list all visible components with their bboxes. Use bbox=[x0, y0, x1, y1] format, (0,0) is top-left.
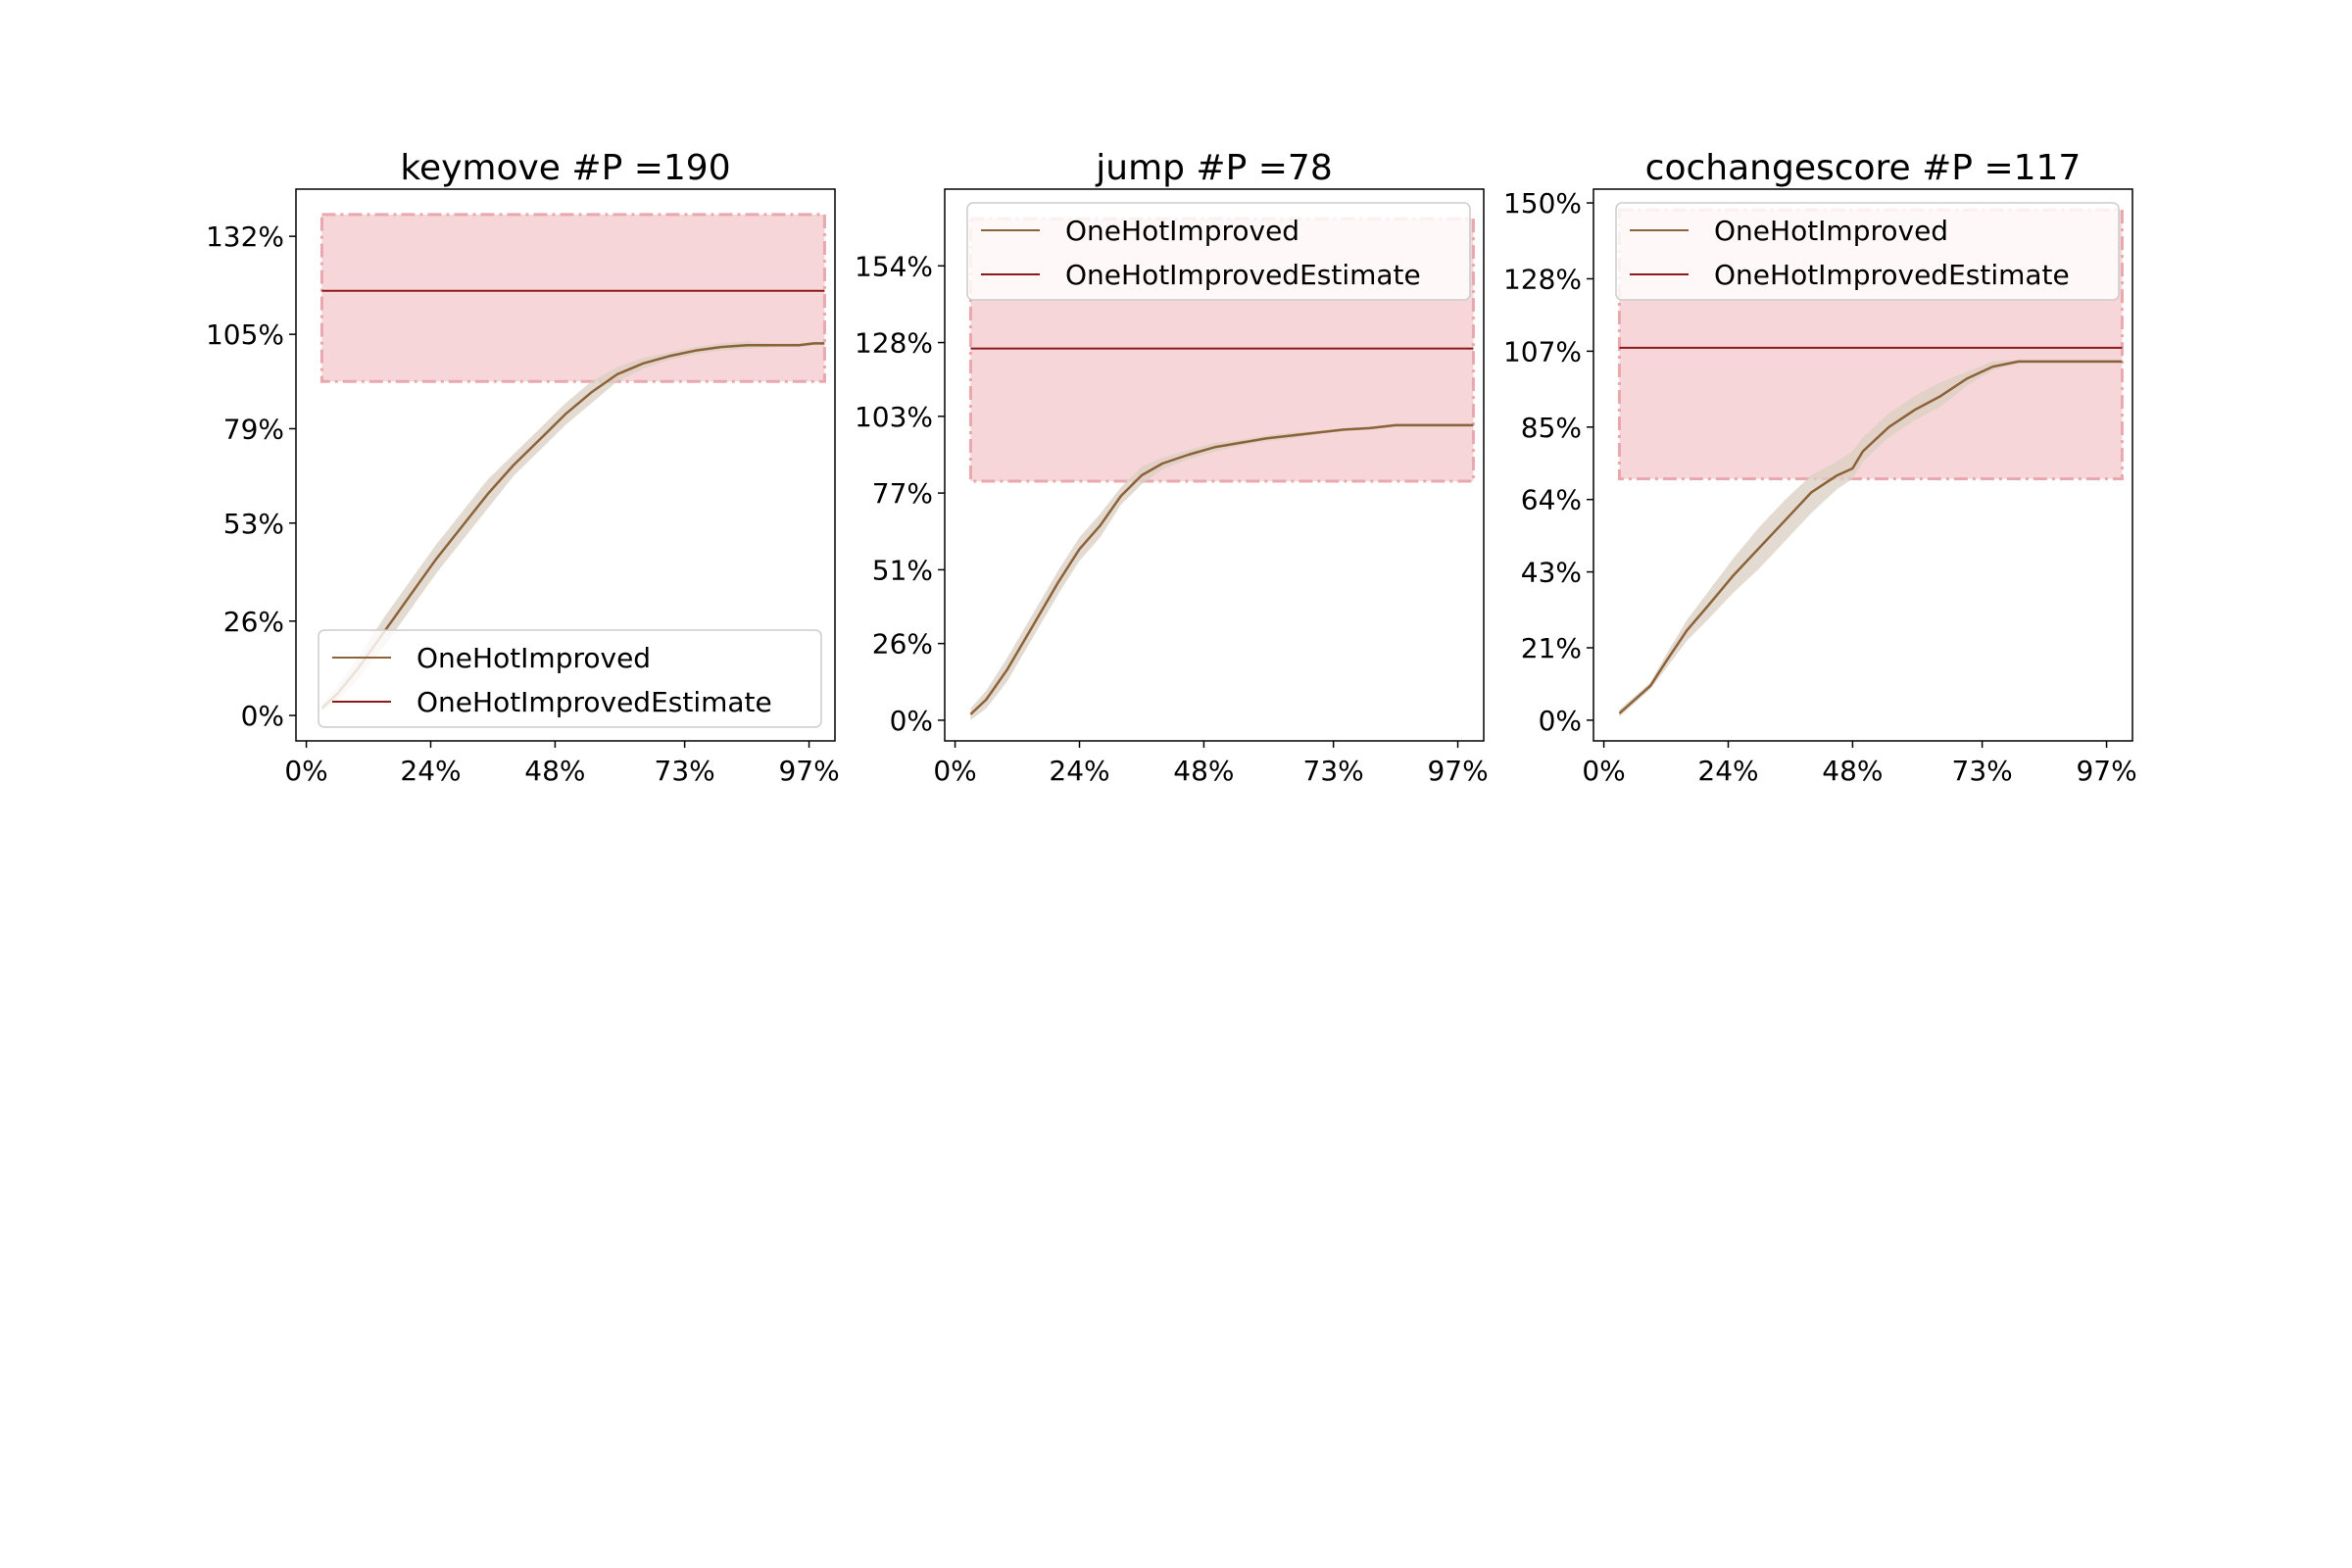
y-tick-label: 43% bbox=[1521, 557, 1582, 589]
chart-panels: 0% 24% 48% 73% 97% 0% 26% 53% 79% 105% 132% keymove… bbox=[206, 148, 2137, 787]
y-tick-label: 85% bbox=[1521, 412, 1582, 444]
y-tick-label: 64% bbox=[1521, 484, 1582, 516]
x-tick-label: 48% bbox=[1822, 755, 1883, 787]
legend-label-improved: OneHotImproved bbox=[416, 642, 651, 674]
legend-frame bbox=[1615, 202, 2120, 301]
y-tick-label: 0% bbox=[890, 705, 933, 737]
x-tick-label: 97% bbox=[2076, 755, 2136, 787]
y-tick-label: 150% bbox=[1503, 187, 1582, 220]
x-tick-label: 97% bbox=[778, 755, 839, 787]
x-tick-label: 24% bbox=[400, 755, 461, 787]
x-tick-label: 24% bbox=[1697, 755, 1758, 787]
y-tick-label: 26% bbox=[872, 628, 933, 661]
y-tick-label: 128% bbox=[855, 327, 933, 360]
x-tick-label: 97% bbox=[1427, 755, 1488, 787]
y-tick-label: 0% bbox=[1539, 705, 1582, 737]
x-tick-label: 48% bbox=[524, 755, 585, 787]
y-tick-label: 154% bbox=[855, 250, 933, 282]
axes-frame bbox=[295, 188, 836, 742]
y-tick-label: 51% bbox=[872, 554, 933, 586]
y-tick-label: 79% bbox=[223, 413, 284, 445]
chart-panel-1: 0% 24% 48% 73% 97% 0% 26% 53% 79% 105% 132% keymove… bbox=[206, 148, 840, 787]
y-tick-label: 0% bbox=[241, 700, 284, 732]
y-tick-label: 132% bbox=[206, 220, 284, 253]
estimate-band bbox=[319, 213, 826, 383]
y-tick-label: 103% bbox=[855, 401, 933, 433]
x-tick-label: 0% bbox=[284, 755, 327, 787]
chart-panel-2: 0% 24% 48% 73% 97% 0% 26% 51% 77% 103% 128% 154% jum… bbox=[855, 148, 1489, 787]
improved-line bbox=[969, 423, 1474, 715]
x-tick-label: 0% bbox=[1582, 755, 1625, 787]
chart-title: keymove #P =190 bbox=[400, 148, 730, 188]
plot-area bbox=[319, 213, 826, 712]
y-tick-label: 53% bbox=[223, 508, 284, 540]
chart-title: jump #P =78 bbox=[1095, 148, 1332, 188]
improved-band bbox=[970, 423, 1474, 720]
legend-label-estimate: OneHotImprovedEstimate bbox=[1714, 259, 2070, 291]
improved-band bbox=[321, 341, 825, 712]
x-tick-label: 73% bbox=[1952, 755, 2013, 787]
y-tick-label: 26% bbox=[223, 606, 284, 638]
legend: OneHotImproved OneHotImprovedEstimate bbox=[966, 202, 1471, 301]
improved-band bbox=[1619, 360, 2123, 717]
legend-label-improved: OneHotImproved bbox=[1714, 215, 1948, 247]
legend-frame bbox=[318, 629, 822, 728]
axes-frame bbox=[1592, 188, 2133, 742]
y-tick-label: 107% bbox=[1503, 335, 1582, 368]
improved-line bbox=[1618, 360, 2123, 714]
x-tick-label: 48% bbox=[1173, 755, 1234, 787]
axes-frame bbox=[944, 188, 1485, 742]
legend-frame bbox=[966, 202, 1471, 301]
legend-label-estimate: OneHotImprovedEstimate bbox=[1065, 259, 1421, 291]
x-tick-label: 24% bbox=[1049, 755, 1109, 787]
y-tick-label: 105% bbox=[206, 318, 284, 351]
x-tick-label: 0% bbox=[933, 755, 976, 787]
y-tick-label: 128% bbox=[1503, 263, 1582, 295]
legend: OneHotImproved OneHotImprovedEstimate bbox=[1615, 202, 2120, 301]
chart-panel-3: 0% 24% 48% 73% 97% 0% 21% 43% 64% 85% 107% 128% 150%… bbox=[1503, 148, 2137, 787]
x-tick-label: 73% bbox=[1303, 755, 1364, 787]
x-tick-label: 73% bbox=[655, 755, 715, 787]
y-tick-label: 21% bbox=[1521, 632, 1582, 664]
y-tick-label: 77% bbox=[872, 477, 933, 510]
chart-title: cochangescore #P =117 bbox=[1645, 148, 2082, 188]
improved-line bbox=[320, 342, 825, 710]
legend-label-estimate: OneHotImprovedEstimate bbox=[416, 686, 772, 718]
legend-label-improved: OneHotImproved bbox=[1065, 215, 1299, 247]
legend: OneHotImproved OneHotImprovedEstimate bbox=[318, 629, 822, 728]
